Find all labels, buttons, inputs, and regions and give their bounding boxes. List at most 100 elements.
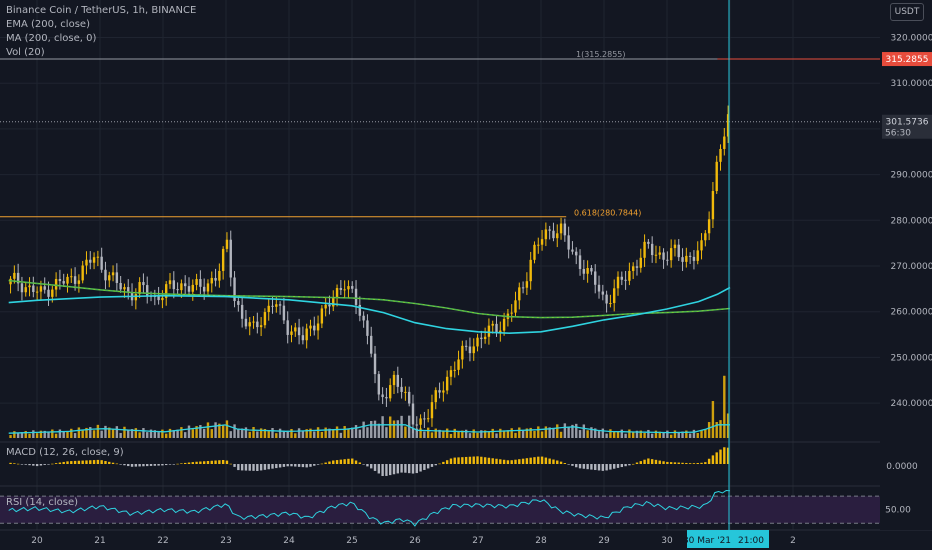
volume-bar	[354, 425, 358, 438]
volume-bar	[457, 431, 460, 438]
volume-bar	[616, 431, 620, 438]
candle-body	[696, 250, 699, 261]
candle-body	[85, 259, 88, 266]
candle-body	[275, 304, 278, 307]
macd-bar	[533, 457, 536, 464]
macd-bar	[537, 456, 540, 464]
volume-bar	[707, 422, 711, 438]
macd-bar	[324, 462, 327, 464]
volume-bar	[404, 426, 407, 438]
volume-bar	[544, 426, 548, 438]
volume-bar	[426, 427, 430, 438]
volume-bar	[335, 426, 339, 438]
x-axis-tick: 26	[409, 536, 421, 546]
macd-bar	[32, 464, 35, 466]
candle-body	[400, 386, 403, 392]
candle-body	[115, 272, 119, 283]
volume-bar	[229, 431, 232, 438]
macd-bar	[681, 462, 684, 464]
x-axis-tick: 22	[157, 536, 168, 546]
candle-body	[472, 346, 475, 354]
candle-body	[309, 325, 312, 329]
macd-bar	[267, 464, 270, 470]
candle-body	[229, 239, 232, 278]
volume-bar	[320, 431, 324, 438]
volume-bar	[434, 428, 437, 438]
macd-bar	[468, 456, 472, 464]
candle-body	[453, 369, 456, 371]
candle-body	[582, 268, 586, 274]
candle-body	[134, 294, 138, 301]
volume-bar	[700, 430, 703, 438]
volume-bar	[351, 427, 354, 438]
macd-bar	[104, 461, 107, 464]
volume-ma-line	[8, 424, 730, 434]
macd-bar	[77, 460, 81, 464]
candle-body	[358, 304, 362, 316]
volume-bar	[119, 432, 122, 438]
candle-body	[677, 244, 680, 258]
rsi-line	[8, 489, 731, 527]
macd-bar	[92, 460, 96, 464]
volume-bar	[411, 428, 415, 438]
macd-bar	[464, 456, 468, 464]
macd-bar	[347, 458, 350, 464]
macd-bar	[613, 464, 616, 469]
currency-button[interactable]: USDT	[890, 3, 924, 21]
candle-body	[20, 283, 24, 293]
candle-body	[389, 385, 392, 399]
macd-bar	[373, 464, 377, 471]
macd-bar	[658, 460, 661, 464]
volume-bar	[643, 432, 646, 438]
macd-bar	[172, 464, 176, 465]
volume-bar	[415, 428, 418, 438]
macd-bar	[51, 463, 54, 465]
volume-bar	[142, 428, 145, 438]
candle-body	[263, 312, 267, 326]
macd-bar	[39, 464, 43, 466]
macd-bar	[506, 460, 510, 464]
macd-bar	[650, 459, 654, 464]
candle-body	[77, 280, 81, 284]
price-axis-tick: 310.0000	[891, 79, 932, 89]
candle-body	[681, 257, 684, 262]
macd-bar	[263, 464, 267, 470]
macd-bar	[411, 464, 415, 474]
candle-body	[487, 325, 491, 337]
candle-body	[556, 233, 559, 239]
fib-price-badge-text: 315.2855	[886, 55, 929, 65]
candle-body	[259, 325, 263, 328]
candle-body	[616, 276, 620, 289]
candle-body	[521, 287, 525, 289]
macd-bar	[400, 464, 403, 473]
volume-bar	[419, 428, 422, 438]
macd-bar	[244, 464, 248, 471]
candle-body	[138, 282, 141, 295]
volume-bar	[96, 424, 100, 438]
macd-bar	[351, 458, 354, 464]
candle-body	[161, 297, 164, 301]
volume-bar	[635, 430, 639, 438]
candle-body	[218, 270, 221, 281]
macd-bar	[586, 464, 589, 470]
volume-bar	[464, 429, 468, 438]
x-axis-tick: 24	[283, 536, 295, 546]
volume-bar	[339, 432, 343, 438]
x-axis-tick: 25	[346, 536, 357, 546]
volume-bar	[449, 433, 453, 438]
volume-bar	[502, 430, 506, 438]
candle-body	[510, 312, 513, 314]
candle-body	[726, 114, 730, 137]
candle-body	[70, 276, 73, 278]
macd-bar	[563, 463, 567, 464]
macd-bar	[206, 461, 210, 464]
macd-bar	[134, 464, 138, 467]
macd-bar	[635, 462, 639, 464]
macd-bar	[54, 463, 58, 464]
volume-bar	[476, 432, 479, 438]
macd-bar	[89, 460, 92, 464]
volume-bar	[628, 429, 631, 438]
volume-bar	[146, 432, 149, 438]
volume-bar	[206, 422, 210, 438]
